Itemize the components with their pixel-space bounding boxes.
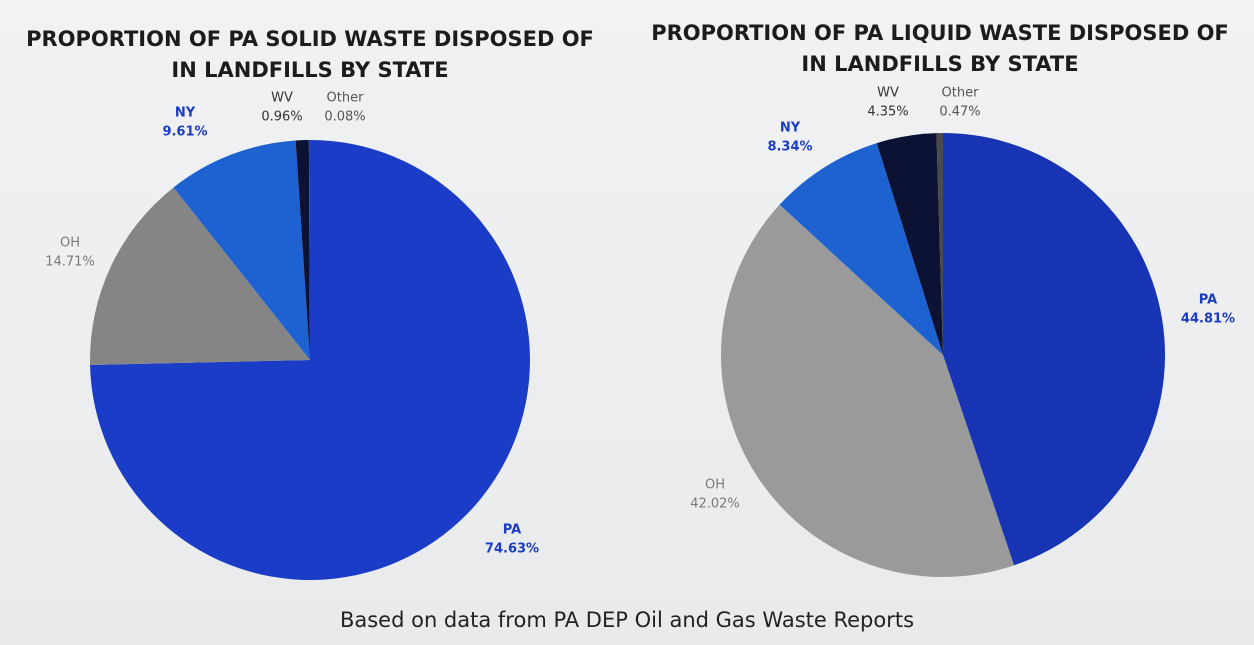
slice-label-value: 42.02% bbox=[690, 497, 740, 512]
slice-label-value: 0.96% bbox=[261, 110, 302, 125]
slice-label-value: 9.61% bbox=[162, 125, 207, 140]
slice-label-value: 44.81% bbox=[1181, 312, 1235, 327]
slice-label-name: WV bbox=[877, 86, 899, 101]
slice-label-value: 4.35% bbox=[867, 105, 908, 120]
slice-label-value: 74.63% bbox=[485, 542, 539, 557]
slice-label-value: 0.47% bbox=[939, 105, 980, 120]
slice-label-name: OH bbox=[705, 478, 725, 493]
slice-label-name: NY bbox=[780, 121, 801, 136]
slice-label-name: Other bbox=[327, 91, 365, 106]
slice-label-value: 8.34% bbox=[767, 140, 812, 155]
slice-label-name: Other bbox=[942, 86, 980, 101]
slice-label-name: PA bbox=[503, 523, 521, 538]
slide: PROPORTION OF PA SOLID WASTE DISPOSED OF… bbox=[0, 0, 1254, 645]
slice-label-name: NY bbox=[175, 106, 196, 121]
charts: PA 74.63% OH 14.71% NY 9.61% WV 0.96% Other 0.08%… bbox=[0, 0, 1254, 645]
slice-label-name: PA bbox=[1199, 293, 1217, 308]
source-note: Based on data from PA DEP Oil and Gas Wa… bbox=[0, 608, 1254, 632]
slice-label-value: 0.08% bbox=[324, 110, 365, 125]
slice-label-value: 14.71% bbox=[45, 255, 95, 270]
slice-label-name: WV bbox=[271, 91, 293, 106]
slice-label-name: OH bbox=[60, 236, 80, 251]
